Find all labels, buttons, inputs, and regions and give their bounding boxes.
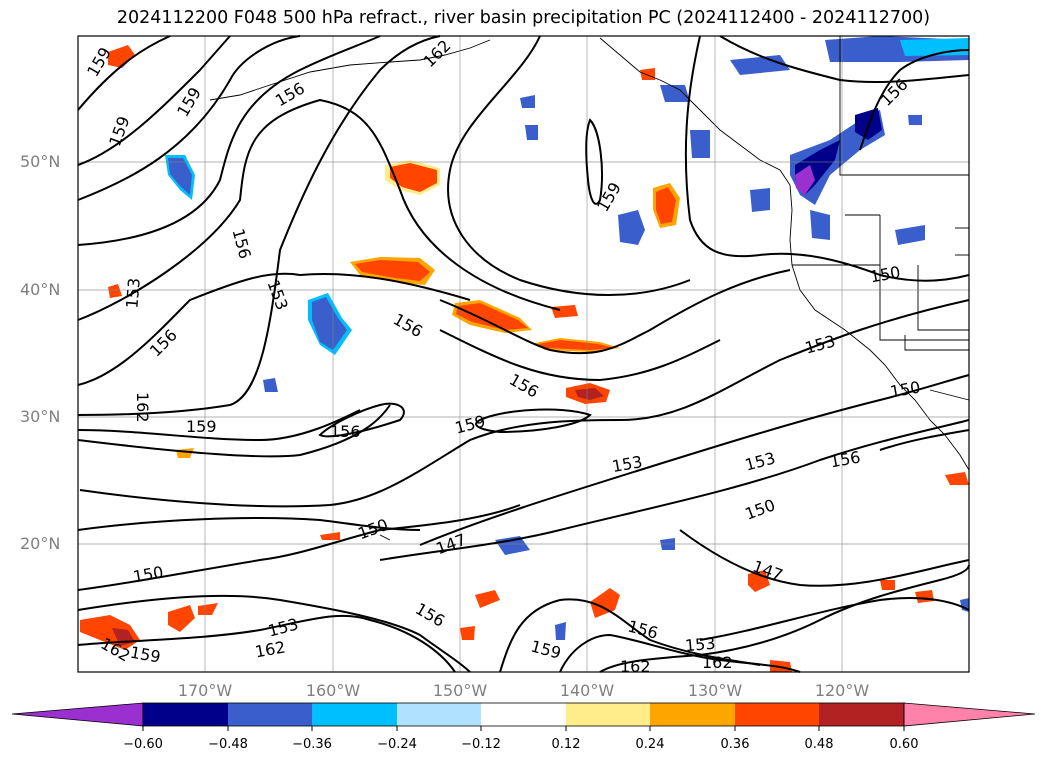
contour-label: 156: [330, 422, 361, 441]
precip-shading: [80, 36, 969, 672]
lon-label-150w: 150°W: [432, 681, 488, 700]
lon-label-170w: 170°W: [177, 681, 233, 700]
contour-label: 162: [620, 657, 651, 676]
map-title: 2024112200 F048 500 hPa refract., river …: [116, 8, 931, 28]
colorbar-segment: [735, 703, 819, 726]
map-border: [77, 35, 970, 673]
lon-label-130w: 130°W: [687, 681, 743, 700]
colorbar-segment: [397, 703, 481, 726]
colorbar-tick-label: −0.36: [292, 737, 332, 752]
colorbar-extend-high: [903, 702, 1036, 727]
colorbar-tick-label: 0.48: [804, 737, 834, 752]
colorbar-segment: [228, 703, 312, 726]
colorbar-tick-label: 0.24: [635, 737, 665, 752]
lat-label-50n: 50°N: [20, 152, 61, 171]
contour-label: 162: [702, 653, 733, 672]
colorbar-tick-label: −0.24: [377, 737, 417, 752]
lat-label-40n: 40°N: [20, 280, 61, 299]
colorbar-segment: [819, 703, 904, 726]
colorbar-tick-label: 0.12: [551, 737, 581, 752]
colorbar-tick-label: 0.60: [889, 737, 919, 752]
colorbar-tick-label: −0.60: [123, 737, 163, 752]
lat-label-20n: 20°N: [20, 534, 61, 553]
contour-label: 153: [684, 634, 716, 656]
contour-label: 153: [122, 277, 144, 309]
colorbar-extend-low: [11, 702, 144, 727]
map-frame-bg: [78, 36, 969, 672]
colorbar-segment: [650, 703, 735, 726]
colorbar-tick-label: 0.36: [720, 737, 750, 752]
colorbar: [11, 702, 1036, 731]
colorbar-segment: [312, 703, 397, 726]
colorbar-tick-label: −0.12: [461, 737, 501, 752]
colorbar-segment: [481, 703, 566, 726]
lon-label-140w: 140°W: [559, 681, 615, 700]
contour-label: 162: [133, 392, 152, 423]
colorbar-segment: [143, 703, 228, 726]
coastlines: [209, 36, 970, 541]
lon-label-120w: 120°W: [814, 681, 870, 700]
lon-label-160w: 160°W: [305, 681, 361, 700]
colorbar-tick-label: −0.48: [208, 737, 248, 752]
lat-label-30n: 30°N: [20, 407, 61, 426]
colorbar-segment: [566, 703, 650, 726]
contour-lines: [77, 35, 970, 673]
contour-label: 159: [186, 417, 217, 436]
